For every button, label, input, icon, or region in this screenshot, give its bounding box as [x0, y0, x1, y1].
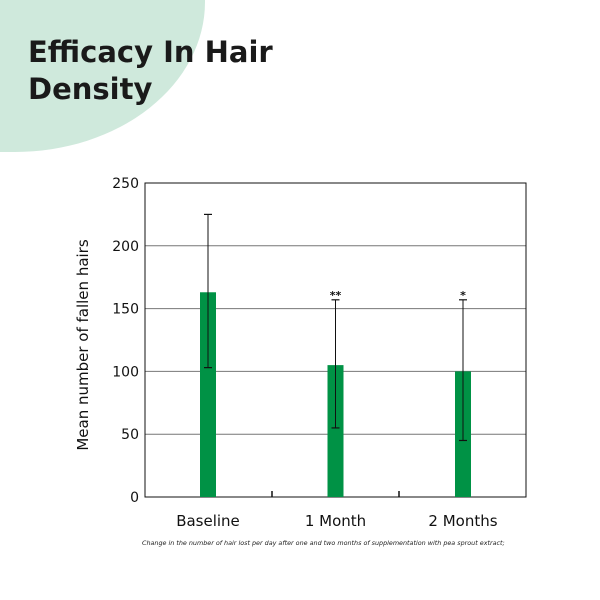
- page-title: Efficacy In Hair Density: [28, 35, 273, 106]
- x-tick-label: 2 Months: [428, 512, 497, 530]
- x-tick-label: 1 Month: [305, 512, 366, 530]
- y-tick-label: 0: [130, 490, 139, 506]
- y-tick-label: 250: [112, 176, 139, 192]
- x-tick-label: Baseline: [176, 512, 240, 530]
- bar: [200, 292, 216, 497]
- y-tick-label: 100: [112, 364, 139, 380]
- bar: [327, 365, 344, 497]
- y-tick-label: 150: [112, 302, 139, 318]
- significance-marker: **: [330, 289, 342, 302]
- significance-marker: *: [460, 289, 466, 302]
- y-tick-label: 200: [112, 239, 139, 255]
- y-axis-label: Mean number of fallen hairs: [74, 239, 92, 451]
- chart-caption: Change in the number of hair lost per da…: [142, 539, 505, 547]
- y-tick-label: 50: [121, 427, 139, 443]
- bar-chart: 0 50 100 150 200 250 Baseline ** 1 Month * 2 Month…: [74, 176, 527, 530]
